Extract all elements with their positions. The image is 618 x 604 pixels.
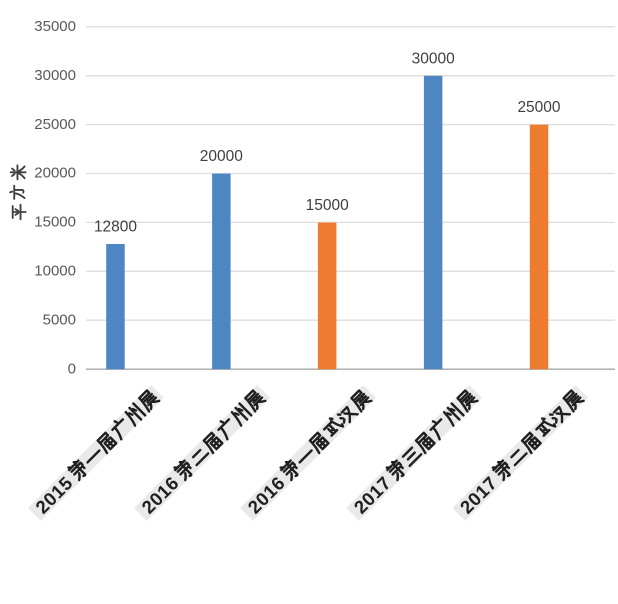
svg-text:30000: 30000 (412, 50, 455, 67)
svg-text:5000: 5000 (43, 311, 76, 328)
svg-text:25000: 25000 (517, 99, 560, 116)
svg-text:30000: 30000 (34, 67, 76, 84)
svg-text:15000: 15000 (306, 197, 349, 214)
svg-text:35000: 35000 (34, 18, 76, 35)
svg-text:12800: 12800 (94, 219, 137, 236)
svg-text:0: 0 (68, 360, 76, 377)
svg-text:15000: 15000 (34, 214, 76, 231)
svg-text:20000: 20000 (200, 148, 243, 165)
svg-text:10000: 10000 (34, 263, 76, 280)
svg-text:25000: 25000 (34, 116, 76, 133)
svg-text:20000: 20000 (34, 165, 76, 182)
